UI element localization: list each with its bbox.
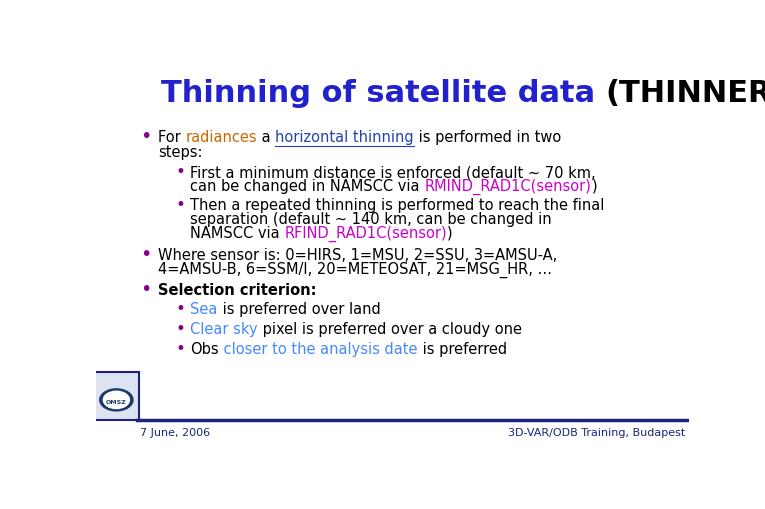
Text: Sea: Sea [190,302,218,317]
Text: 4=AMSU-B, 6=SSM/I, 20=METEOSAT, 21=MSG_HR, …: 4=AMSU-B, 6=SSM/I, 20=METEOSAT, 21=MSG_H… [158,262,552,278]
Text: OMSZ: OMSZ [106,399,127,404]
Circle shape [103,391,129,409]
Text: ): ) [448,225,453,240]
Circle shape [99,389,133,411]
Text: •: • [176,300,186,318]
Text: For: For [158,129,185,145]
Text: Clear sky: Clear sky [190,322,258,336]
Text: Where sensor is: 0=HIRS, 1=MSU, 2=SSU, 3=AMSU-A,: Where sensor is: 0=HIRS, 1=MSU, 2=SSU, 3… [158,247,557,262]
Text: •: • [176,163,186,181]
Text: separation (default ~ 140 km, can be changed in: separation (default ~ 140 km, can be cha… [190,212,552,227]
Text: 7 June, 2006: 7 June, 2006 [140,428,210,437]
Text: Selection criterion:: Selection criterion: [158,282,317,297]
Text: can be changed in NAMSCC via: can be changed in NAMSCC via [190,179,425,193]
Text: NAMSCC via: NAMSCC via [190,225,285,240]
Text: closer to the analysis date: closer to the analysis date [219,341,418,356]
Text: steps:: steps: [158,145,203,160]
Text: •: • [176,196,186,214]
Text: •: • [176,339,186,357]
Text: •: • [140,244,151,263]
Text: (THINNER): (THINNER) [606,79,765,108]
Text: radiances: radiances [185,129,257,145]
Text: Obs: Obs [190,341,219,356]
Text: Then a repeated thinning is performed to reach the final: Then a repeated thinning is performed to… [190,198,605,213]
Text: RFIND_RAD1C(sensor): RFIND_RAD1C(sensor) [285,225,448,242]
Text: ): ) [591,179,597,193]
Text: Thinning of satellite data: Thinning of satellite data [161,79,606,108]
Text: is performed in two: is performed in two [414,129,561,145]
Text: is preferred: is preferred [418,341,506,356]
Text: First a minimum distance is enforced (default ~ 70 km,: First a minimum distance is enforced (de… [190,165,596,180]
Text: pixel is preferred over a cloudy one: pixel is preferred over a cloudy one [258,322,522,336]
FancyBboxPatch shape [94,373,139,420]
Text: •: • [140,279,151,298]
Text: •: • [176,320,186,337]
Text: RMIND_RAD1C(sensor): RMIND_RAD1C(sensor) [425,179,591,194]
Text: •: • [140,126,151,146]
Text: a: a [257,129,275,145]
Text: horizontal thinning: horizontal thinning [275,129,414,145]
Text: is preferred over land: is preferred over land [218,302,381,317]
Text: 3D-VAR/ODB Training, Budapest: 3D-VAR/ODB Training, Budapest [508,428,685,437]
